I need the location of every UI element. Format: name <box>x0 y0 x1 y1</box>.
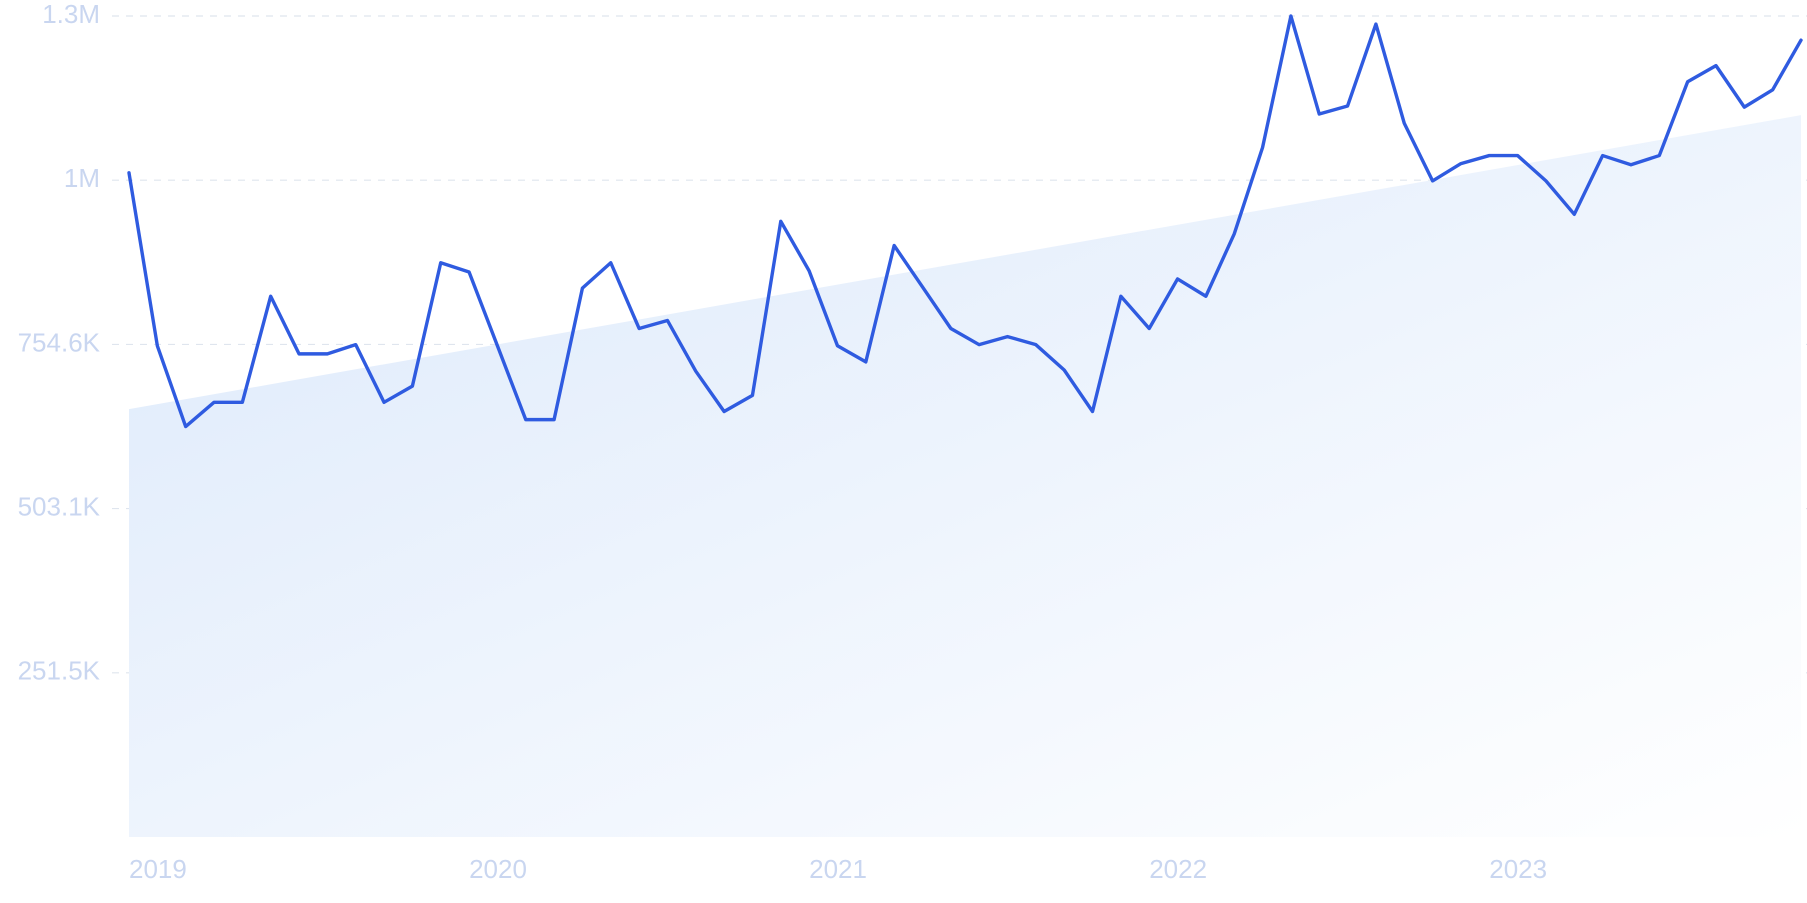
trend-area <box>129 115 1801 838</box>
x-tick-label: 2022 <box>1149 854 1207 884</box>
y-tick-label: 1.3M <box>42 0 100 29</box>
y-tick-label: 503.1K <box>18 491 101 521</box>
x-tick-label: 2019 <box>129 854 187 884</box>
y-tick-label: 251.5K <box>18 656 101 686</box>
x-tick-label: 2021 <box>809 854 867 884</box>
y-tick-label: 754.6K <box>18 327 101 357</box>
x-tick-label: 2020 <box>469 854 527 884</box>
y-tick-label: 1M <box>64 163 100 193</box>
x-tick-label: 2023 <box>1489 854 1547 884</box>
data-line <box>127 14 1803 429</box>
